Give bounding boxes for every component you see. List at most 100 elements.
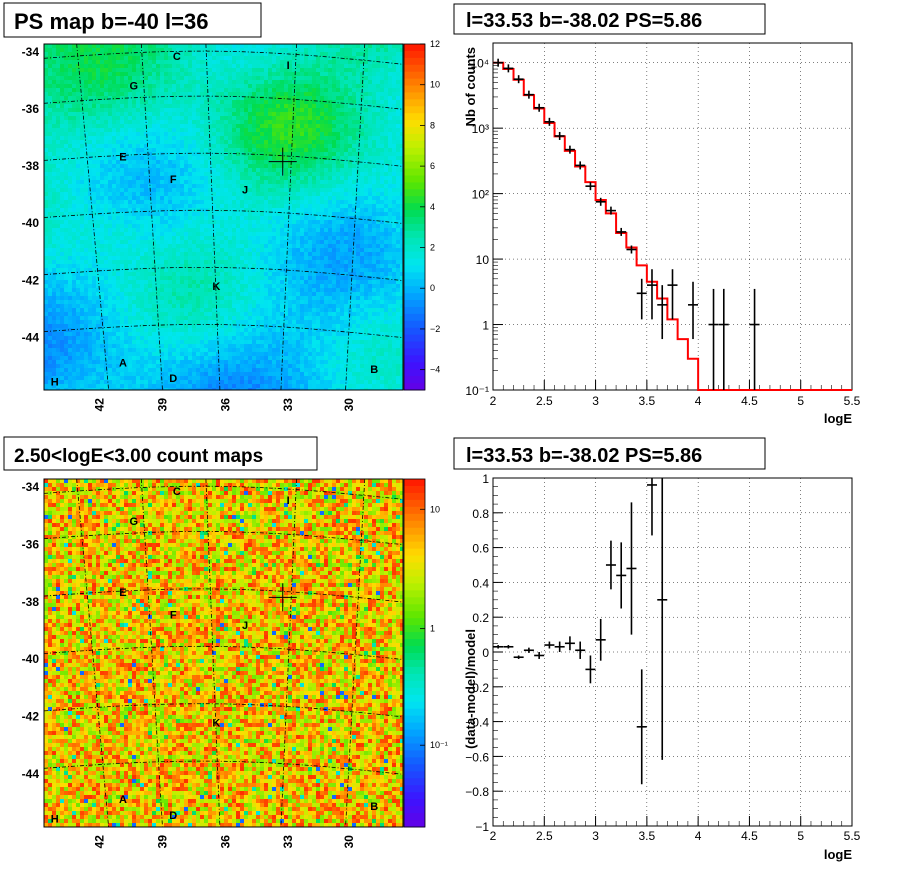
- heatmap-cell: [400, 168, 403, 172]
- heatmap-cell: [276, 48, 280, 52]
- heatmap-cell: [168, 64, 172, 68]
- heatmap-cell: [240, 232, 244, 236]
- heatmap-cell: [80, 76, 84, 80]
- heatmap-cell: [316, 252, 320, 256]
- heatmap-cell: [392, 120, 396, 124]
- heatmap-cell: [44, 120, 48, 124]
- heatmap-cell: [296, 168, 300, 172]
- heatmap-cell: [392, 212, 396, 216]
- heatmap-cell: [332, 180, 336, 184]
- heatmap-cell: [144, 100, 148, 104]
- heatmap-cell: [84, 72, 88, 76]
- heatmap-cell: [48, 220, 52, 224]
- heatmap-cell: [196, 112, 200, 116]
- heatmap-cell: [60, 228, 64, 232]
- heatmap-cell: [348, 92, 352, 96]
- heatmap-cell: [332, 176, 336, 180]
- heatmap-cell: [48, 96, 52, 100]
- heatmap-cell: [44, 124, 48, 128]
- heatmap-cell: [392, 252, 396, 256]
- heatmap-cell: [120, 256, 124, 260]
- heatmap-cell: [380, 164, 384, 168]
- heatmap-cell: [288, 244, 292, 248]
- heatmap-cell: [316, 184, 320, 188]
- heatmap-cell: [192, 148, 196, 152]
- heatmap-cell: [124, 140, 128, 144]
- heatmap-cell: [372, 136, 376, 140]
- heatmap-cell: [384, 208, 388, 212]
- heatmap-cell: [156, 132, 160, 136]
- heatmap-cell: [396, 132, 400, 136]
- heatmap-cell: [164, 128, 168, 132]
- heatmap-cell: [340, 148, 344, 152]
- heatmap-cell: [68, 56, 72, 60]
- heatmap-cell: [152, 100, 156, 104]
- heatmap-cell: [200, 216, 204, 220]
- heatmap-cell: [232, 100, 236, 104]
- heatmap-cell: [180, 72, 184, 76]
- heatmap-cell: [56, 184, 60, 188]
- heatmap-cell: [296, 112, 300, 116]
- heatmap-cell: [64, 96, 68, 100]
- heatmap-cell: [248, 212, 252, 216]
- heatmap-cell: [324, 64, 328, 68]
- heatmap-cell: [60, 244, 64, 248]
- heatmap-cell: [340, 204, 344, 208]
- heatmap-cell: [192, 72, 196, 76]
- heatmap-cell: [56, 120, 60, 124]
- heatmap-cell: [128, 184, 132, 188]
- heatmap-cell: [388, 256, 392, 260]
- heatmap-cell: [76, 188, 80, 192]
- heatmap-cell: [296, 64, 300, 68]
- heatmap-cell: [372, 60, 376, 64]
- heatmap-cell: [192, 168, 196, 172]
- heatmap-cell: [44, 168, 48, 172]
- heatmap-cell: [316, 72, 320, 76]
- heatmap-cell: [76, 220, 80, 224]
- heatmap-cell: [104, 120, 108, 124]
- heatmap-cell: [272, 128, 276, 132]
- heatmap-cell: [104, 168, 108, 172]
- heatmap-cell: [240, 212, 244, 216]
- heatmap-cell: [224, 136, 228, 140]
- heatmap-cell: [324, 72, 328, 76]
- heatmap-cell: [132, 116, 136, 120]
- heatmap-cell: [376, 48, 380, 52]
- heatmap-cell: [312, 208, 316, 212]
- heatmap-cell: [320, 168, 324, 172]
- heatmap-cell: [304, 220, 308, 224]
- heatmap-cell: [52, 156, 56, 160]
- heatmap-cell: [176, 180, 180, 184]
- heatmap-cell: [48, 256, 52, 260]
- heatmap-cell: [332, 124, 336, 128]
- heatmap-cell: [256, 76, 260, 80]
- heatmap-cell: [232, 116, 236, 120]
- heatmap-cell: [272, 196, 276, 200]
- heatmap-cell: [356, 84, 360, 88]
- heatmap-cell: [400, 228, 403, 232]
- heatmap-cell: [328, 60, 332, 64]
- heatmap-cell: [124, 248, 128, 252]
- heatmap-cell: [104, 244, 108, 248]
- heatmap-cell: [360, 152, 364, 156]
- heatmap-cell: [264, 212, 268, 216]
- heatmap-cell: [320, 108, 324, 112]
- heatmap-cell: [380, 144, 384, 148]
- heatmap-cell: [356, 152, 360, 156]
- heatmap-cell: [68, 48, 72, 52]
- heatmap-cell: [96, 252, 100, 256]
- heatmap-cell: [256, 216, 260, 220]
- heatmap-cell: [60, 148, 64, 152]
- heatmap-cell: [92, 80, 96, 84]
- heatmap-cell: [44, 156, 48, 160]
- heatmap-cell: [180, 164, 184, 168]
- heatmap-cell: [232, 56, 236, 60]
- heatmap-cell: [380, 160, 384, 164]
- heatmap-cell: [384, 56, 388, 60]
- heatmap-cell: [200, 184, 204, 188]
- heatmap-cell: [320, 248, 324, 252]
- heatmap-cell: [208, 140, 212, 144]
- heatmap-cell: [324, 92, 328, 96]
- heatmap-cell: [136, 144, 140, 148]
- heatmap-cell: [344, 232, 348, 236]
